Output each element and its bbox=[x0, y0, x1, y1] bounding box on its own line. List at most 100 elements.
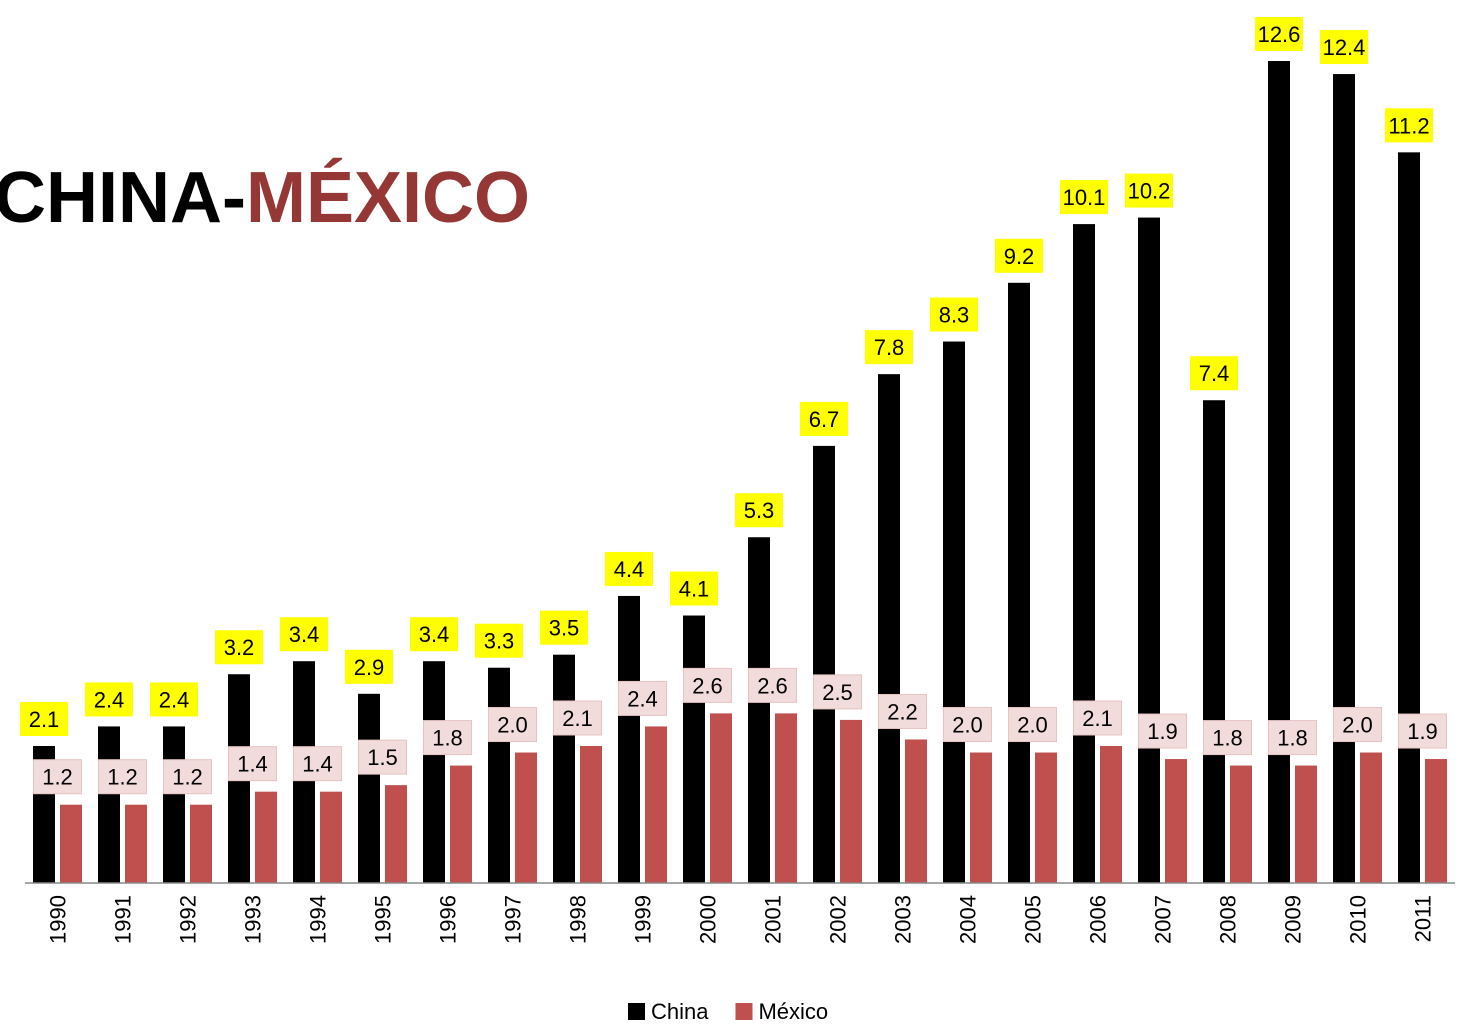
bar bbox=[1360, 752, 1382, 883]
value-label: 12.6 bbox=[1258, 22, 1301, 47]
value-label-box bbox=[735, 493, 783, 528]
bar bbox=[1073, 224, 1095, 884]
bar bbox=[385, 785, 407, 883]
bar bbox=[1165, 759, 1187, 883]
value-label: 2.1 bbox=[29, 707, 60, 732]
value-label-box bbox=[293, 746, 342, 782]
value-label: 1.4 bbox=[237, 752, 268, 777]
value-label: 1.2 bbox=[172, 765, 203, 790]
bar bbox=[618, 595, 640, 883]
bar bbox=[645, 726, 667, 883]
value-label: 7.8 bbox=[874, 335, 905, 360]
legend-label: México bbox=[758, 999, 828, 1024]
bar bbox=[1100, 746, 1122, 883]
value-label-box bbox=[1398, 713, 1447, 749]
value-label-box bbox=[345, 649, 393, 684]
value-label: 2.1 bbox=[562, 706, 593, 731]
value-label-box bbox=[1008, 707, 1057, 743]
legend-swatch bbox=[735, 1003, 753, 1020]
bar bbox=[190, 804, 212, 883]
value-label: 2.9 bbox=[354, 655, 385, 680]
value-label: 2.1 bbox=[1082, 706, 1113, 731]
bar bbox=[878, 374, 900, 883]
value-label: 3.4 bbox=[419, 622, 450, 647]
value-label: 2.0 bbox=[1017, 713, 1048, 738]
title-part: CHINA- bbox=[0, 158, 246, 238]
bar bbox=[255, 791, 277, 883]
x-tick-label: 1996 bbox=[436, 895, 461, 944]
value-label-box bbox=[1203, 720, 1252, 756]
bar bbox=[488, 667, 510, 883]
value-label: 2.4 bbox=[159, 687, 190, 712]
x-tick-label: 2004 bbox=[956, 895, 981, 944]
value-label-box bbox=[540, 610, 588, 645]
bar bbox=[1008, 282, 1030, 883]
value-label-box bbox=[228, 746, 277, 782]
value-label-box bbox=[1190, 356, 1238, 391]
value-label: 12.4 bbox=[1323, 35, 1366, 60]
x-tick-label: 1990 bbox=[46, 895, 71, 944]
bar bbox=[163, 726, 185, 883]
value-label-box bbox=[1268, 720, 1317, 756]
value-label: 8.3 bbox=[939, 303, 970, 328]
x-tick-label: 1998 bbox=[566, 895, 591, 944]
value-label: 4.4 bbox=[614, 557, 645, 582]
x-tick-label: 2000 bbox=[696, 895, 721, 944]
value-label-box bbox=[605, 551, 653, 586]
bar bbox=[905, 739, 927, 883]
value-label-box bbox=[878, 693, 927, 729]
value-label: 3.4 bbox=[289, 622, 320, 647]
x-tick-label: 2008 bbox=[1216, 895, 1241, 944]
value-label: 11.2 bbox=[1388, 113, 1429, 138]
bar bbox=[60, 804, 82, 883]
value-label-box bbox=[163, 759, 212, 795]
value-label-box bbox=[1255, 17, 1303, 51]
value-label: 1.8 bbox=[432, 726, 463, 751]
bar bbox=[748, 537, 770, 883]
bar bbox=[1138, 217, 1160, 884]
value-label-box bbox=[475, 623, 523, 658]
bar bbox=[1295, 765, 1317, 883]
value-label-box bbox=[358, 739, 407, 775]
bar bbox=[1398, 152, 1420, 884]
value-label: 10.2 bbox=[1128, 179, 1171, 204]
bar bbox=[423, 661, 445, 883]
value-label-box bbox=[683, 667, 732, 703]
bar bbox=[1230, 765, 1252, 883]
value-label: 2.4 bbox=[627, 686, 658, 711]
value-label: 9.2 bbox=[1004, 244, 1035, 269]
value-label-box bbox=[1320, 30, 1368, 65]
value-label-box bbox=[865, 330, 913, 365]
x-tick-label: 1992 bbox=[176, 895, 201, 944]
value-label-box bbox=[618, 680, 667, 716]
value-label: 2.0 bbox=[952, 713, 983, 738]
value-label: 3.3 bbox=[484, 629, 515, 654]
value-label-box bbox=[813, 674, 862, 710]
x-tick-label: 1991 bbox=[111, 895, 136, 944]
bar bbox=[813, 445, 835, 883]
bar bbox=[553, 654, 575, 883]
bar bbox=[943, 341, 965, 883]
value-label-box bbox=[215, 630, 263, 665]
bar bbox=[515, 752, 537, 883]
value-label-box bbox=[1060, 180, 1108, 215]
x-tick-label: 1993 bbox=[241, 895, 266, 944]
x-tick-label: 1995 bbox=[371, 895, 396, 944]
value-label: 2.4 bbox=[94, 687, 125, 712]
x-tick-label: 2003 bbox=[891, 895, 916, 944]
bar bbox=[1333, 74, 1355, 884]
bar bbox=[1425, 759, 1447, 883]
value-label-box bbox=[1073, 700, 1122, 736]
value-label: 3.5 bbox=[549, 616, 580, 641]
value-label-box bbox=[33, 759, 82, 795]
x-tick-label: 2001 bbox=[761, 895, 786, 944]
value-label: 3.2 bbox=[224, 635, 255, 660]
value-label-box bbox=[748, 667, 797, 703]
value-label-box bbox=[488, 707, 537, 743]
bar bbox=[710, 713, 732, 883]
value-label: 5.3 bbox=[744, 498, 775, 523]
value-label-box bbox=[995, 238, 1043, 273]
bar bbox=[775, 713, 797, 883]
legend-label: China bbox=[651, 999, 709, 1024]
value-label-box bbox=[943, 707, 992, 743]
